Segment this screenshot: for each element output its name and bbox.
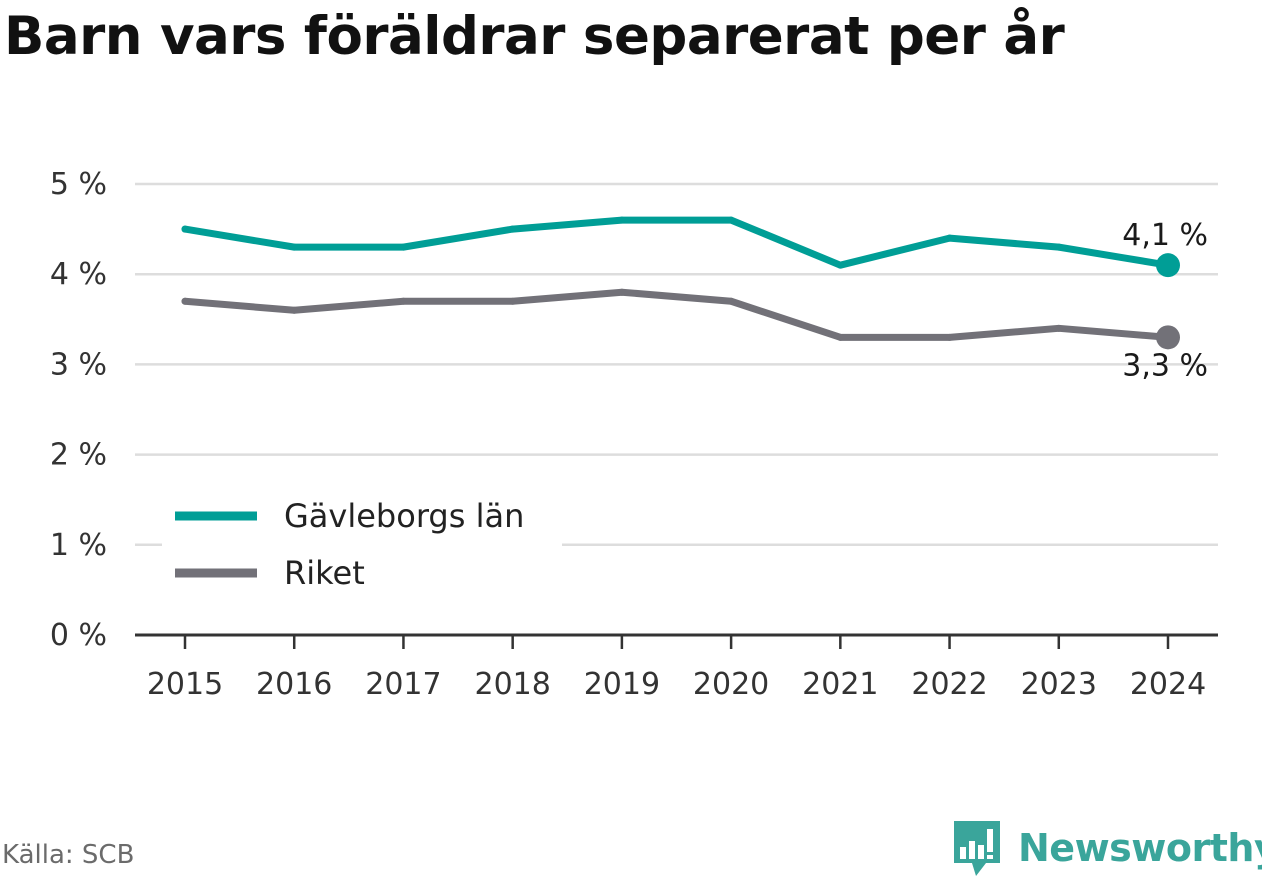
end-point-g-vleborgs-l-n-2024 xyxy=(1156,253,1180,278)
brand-logo[interactable]: Newsworthy xyxy=(952,818,1262,878)
data-point-g-vleborgs-l-n-2023 xyxy=(1055,243,1063,251)
x-tick-label-2017: 2017 xyxy=(365,667,441,702)
series-line-riket xyxy=(181,288,1172,341)
x-tick-label-2015: 2015 xyxy=(147,667,223,702)
series-line-g-vleborgs-l-n xyxy=(181,216,1172,269)
y-tick-label-3: 3 % xyxy=(50,347,107,382)
end-label-g-vleborgs-l-n: 4,1 % xyxy=(1122,218,1208,253)
data-point-riket-2019 xyxy=(618,288,626,296)
data-point-riket-2020 xyxy=(727,297,735,305)
data-point-g-vleborgs-l-n-2019 xyxy=(618,216,626,224)
legend: Gävleborgs län Riket xyxy=(162,490,562,608)
newsworthy-bar-chart-logo-icon xyxy=(954,821,1000,876)
data-point-riket-2017 xyxy=(399,297,407,305)
data-point-riket-2016 xyxy=(290,306,298,314)
x-tick-label-2016: 2016 xyxy=(256,667,332,702)
legend-label-riket: Riket xyxy=(284,554,365,592)
legend-background xyxy=(162,490,562,608)
data-point-riket-2021 xyxy=(836,333,844,341)
data-point-riket-2023 xyxy=(1055,324,1063,332)
data-point-g-vleborgs-l-n-2015 xyxy=(181,225,189,233)
data-point-g-vleborgs-l-n-2017 xyxy=(399,243,407,251)
x-tick-label-2024: 2024 xyxy=(1130,667,1206,702)
brand-name: Newsworthy xyxy=(1018,826,1262,870)
data-point-riket-2018 xyxy=(509,297,517,305)
source-note: Källa: SCB xyxy=(2,840,135,870)
x-axis xyxy=(135,633,1218,649)
legend-label-g-vleborgs-l-n: Gävleborgs län xyxy=(284,497,524,535)
end-point-riket-2024 xyxy=(1156,325,1180,350)
y-tick-label-4: 4 % xyxy=(50,257,107,292)
end-label-riket: 3,3 % xyxy=(1122,348,1208,383)
data-point-g-vleborgs-l-n-2018 xyxy=(509,225,517,233)
x-tick-label-2020: 2020 xyxy=(693,667,769,702)
data-point-g-vleborgs-l-n-2016 xyxy=(290,243,298,251)
data-point-g-vleborgs-l-n-2020 xyxy=(727,216,735,224)
x-tick-label-2019: 2019 xyxy=(584,667,660,702)
x-tick-label-2023: 2023 xyxy=(1021,667,1097,702)
x-tick-label-2021: 2021 xyxy=(802,667,878,702)
y-tick-label-5: 5 % xyxy=(50,167,107,202)
data-point-riket-2015 xyxy=(181,297,189,305)
y-tick-label-1: 1 % xyxy=(50,528,107,563)
y-tick-label-0: 0 % xyxy=(50,618,107,653)
x-tick-label-2018: 2018 xyxy=(474,667,550,702)
y-axis-tick-labels: 0 % 1 % 2 % 3 % 4 % 5 % xyxy=(50,167,107,653)
end-value-labels: 4,1 % 3,3 % xyxy=(1122,218,1208,383)
data-point-g-vleborgs-l-n-2021 xyxy=(836,261,844,269)
x-tick-label-2022: 2022 xyxy=(911,667,987,702)
data-point-riket-2022 xyxy=(946,333,954,341)
x-axis-tick-labels: 2015 2016 2017 2018 2019 2020 2021 2022 2023 2024 xyxy=(147,667,1206,702)
chart-title: Barn vars föräldrar separerat per år xyxy=(4,6,1065,67)
series-lines xyxy=(181,216,1180,350)
data-point-g-vleborgs-l-n-2022 xyxy=(946,234,954,242)
y-tick-label-2: 2 % xyxy=(50,438,107,473)
